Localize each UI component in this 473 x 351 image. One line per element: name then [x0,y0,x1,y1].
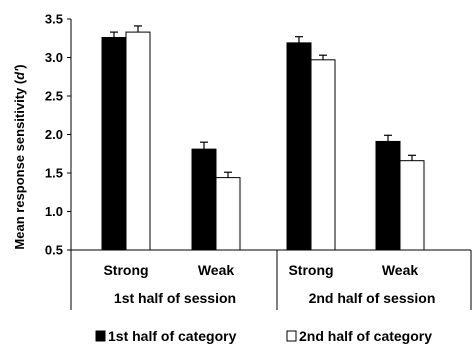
legend: 1st half of category 2nd half of category [95,328,432,344]
bar [191,148,217,251]
legend-label: 2nd half of category [299,328,432,344]
bar [399,160,425,251]
category-labels: Strong Weak Strong Weak [103,262,418,278]
legend-swatch [286,330,297,342]
bars [101,31,425,251]
bar [125,31,151,251]
group-label: 1st half of session [114,290,236,306]
category-label: Weak [198,262,235,278]
bar [101,36,127,251]
category-label: Strong [103,262,148,278]
y-tick-label: 3.0 [45,50,63,65]
y-tick-label: 3.5 [45,12,63,27]
y-axis-title: Mean response sensitivity (d') [12,64,27,249]
category-label: Weak [382,262,419,278]
y-axis-title-main: Mean response sensitivity ( [12,79,27,249]
group-label: 2nd half of session [309,290,436,306]
category-label: Strong [288,262,333,278]
y-axis-title-end: ) [12,64,27,68]
bar [375,140,401,251]
bar [286,42,312,251]
y-axis-title-symbol: d' [12,68,27,80]
axes [70,19,472,310]
y-axis-ticks: 0.5 1.0 1.5 2.0 2.5 3.0 3.5 [45,12,71,258]
bar [215,177,241,251]
group-labels: 1st half of session 2nd half of session [114,290,435,306]
error-bars [110,25,416,178]
y-tick-label: 2.0 [45,127,63,142]
y-tick-label: 0.5 [45,243,63,258]
y-tick-label: 1.5 [45,166,63,181]
y-tick-label: 1.0 [45,204,63,219]
y-tick-label: 2.5 [45,89,63,104]
legend-swatch [95,330,106,342]
svg-text:Mean response sensitivity (d'): Mean response sensitivity (d') [12,64,27,249]
bar [310,59,336,251]
legend-label: 1st half of category [108,328,237,344]
